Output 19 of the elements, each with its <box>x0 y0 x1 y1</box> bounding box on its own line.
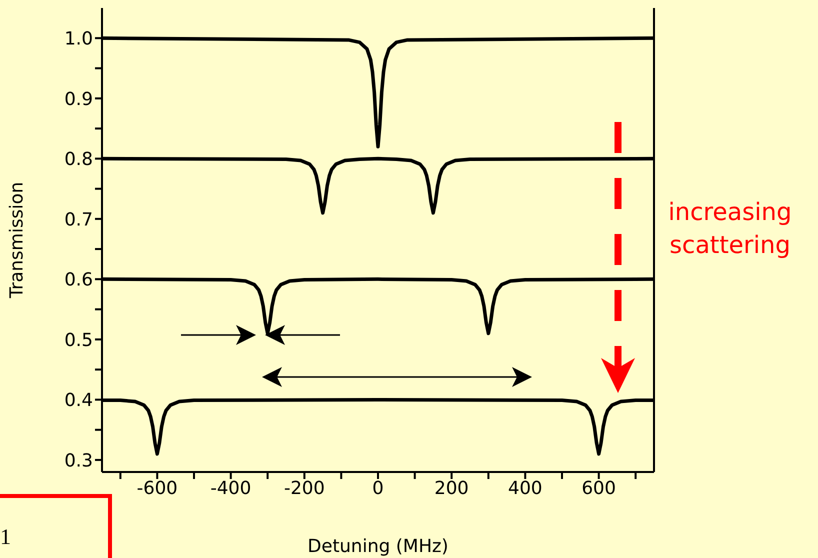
x-tick-label: -200 <box>284 478 325 499</box>
y-tick-label: 0.4 <box>64 390 93 412</box>
text: 1 <box>0 494 112 558</box>
x-axis-title: Detuning (MHz) <box>308 536 448 557</box>
y-tick-label: 0.9 <box>64 88 93 110</box>
y-tick-label: 0.3 <box>64 450 93 472</box>
y-tick-label: 0.8 <box>64 149 93 170</box>
x-tick-label: 600 <box>582 478 616 499</box>
y-tick-label: 0.6 <box>64 270 93 291</box>
y-tick-label: 0.5 <box>64 330 93 351</box>
y-tick-label: 0.7 <box>64 209 93 230</box>
x-tick-label: -600 <box>136 478 178 499</box>
y-axis-title: Transmission <box>6 182 28 300</box>
x-tick-label: 0 <box>372 478 384 499</box>
x-tick-label: 400 <box>508 478 542 499</box>
x-tick-label: -400 <box>210 478 252 499</box>
y-tick-label: 1.0 <box>64 28 93 50</box>
text: increasing scattering <box>667 197 793 261</box>
x-tick-label: 200 <box>434 478 469 499</box>
